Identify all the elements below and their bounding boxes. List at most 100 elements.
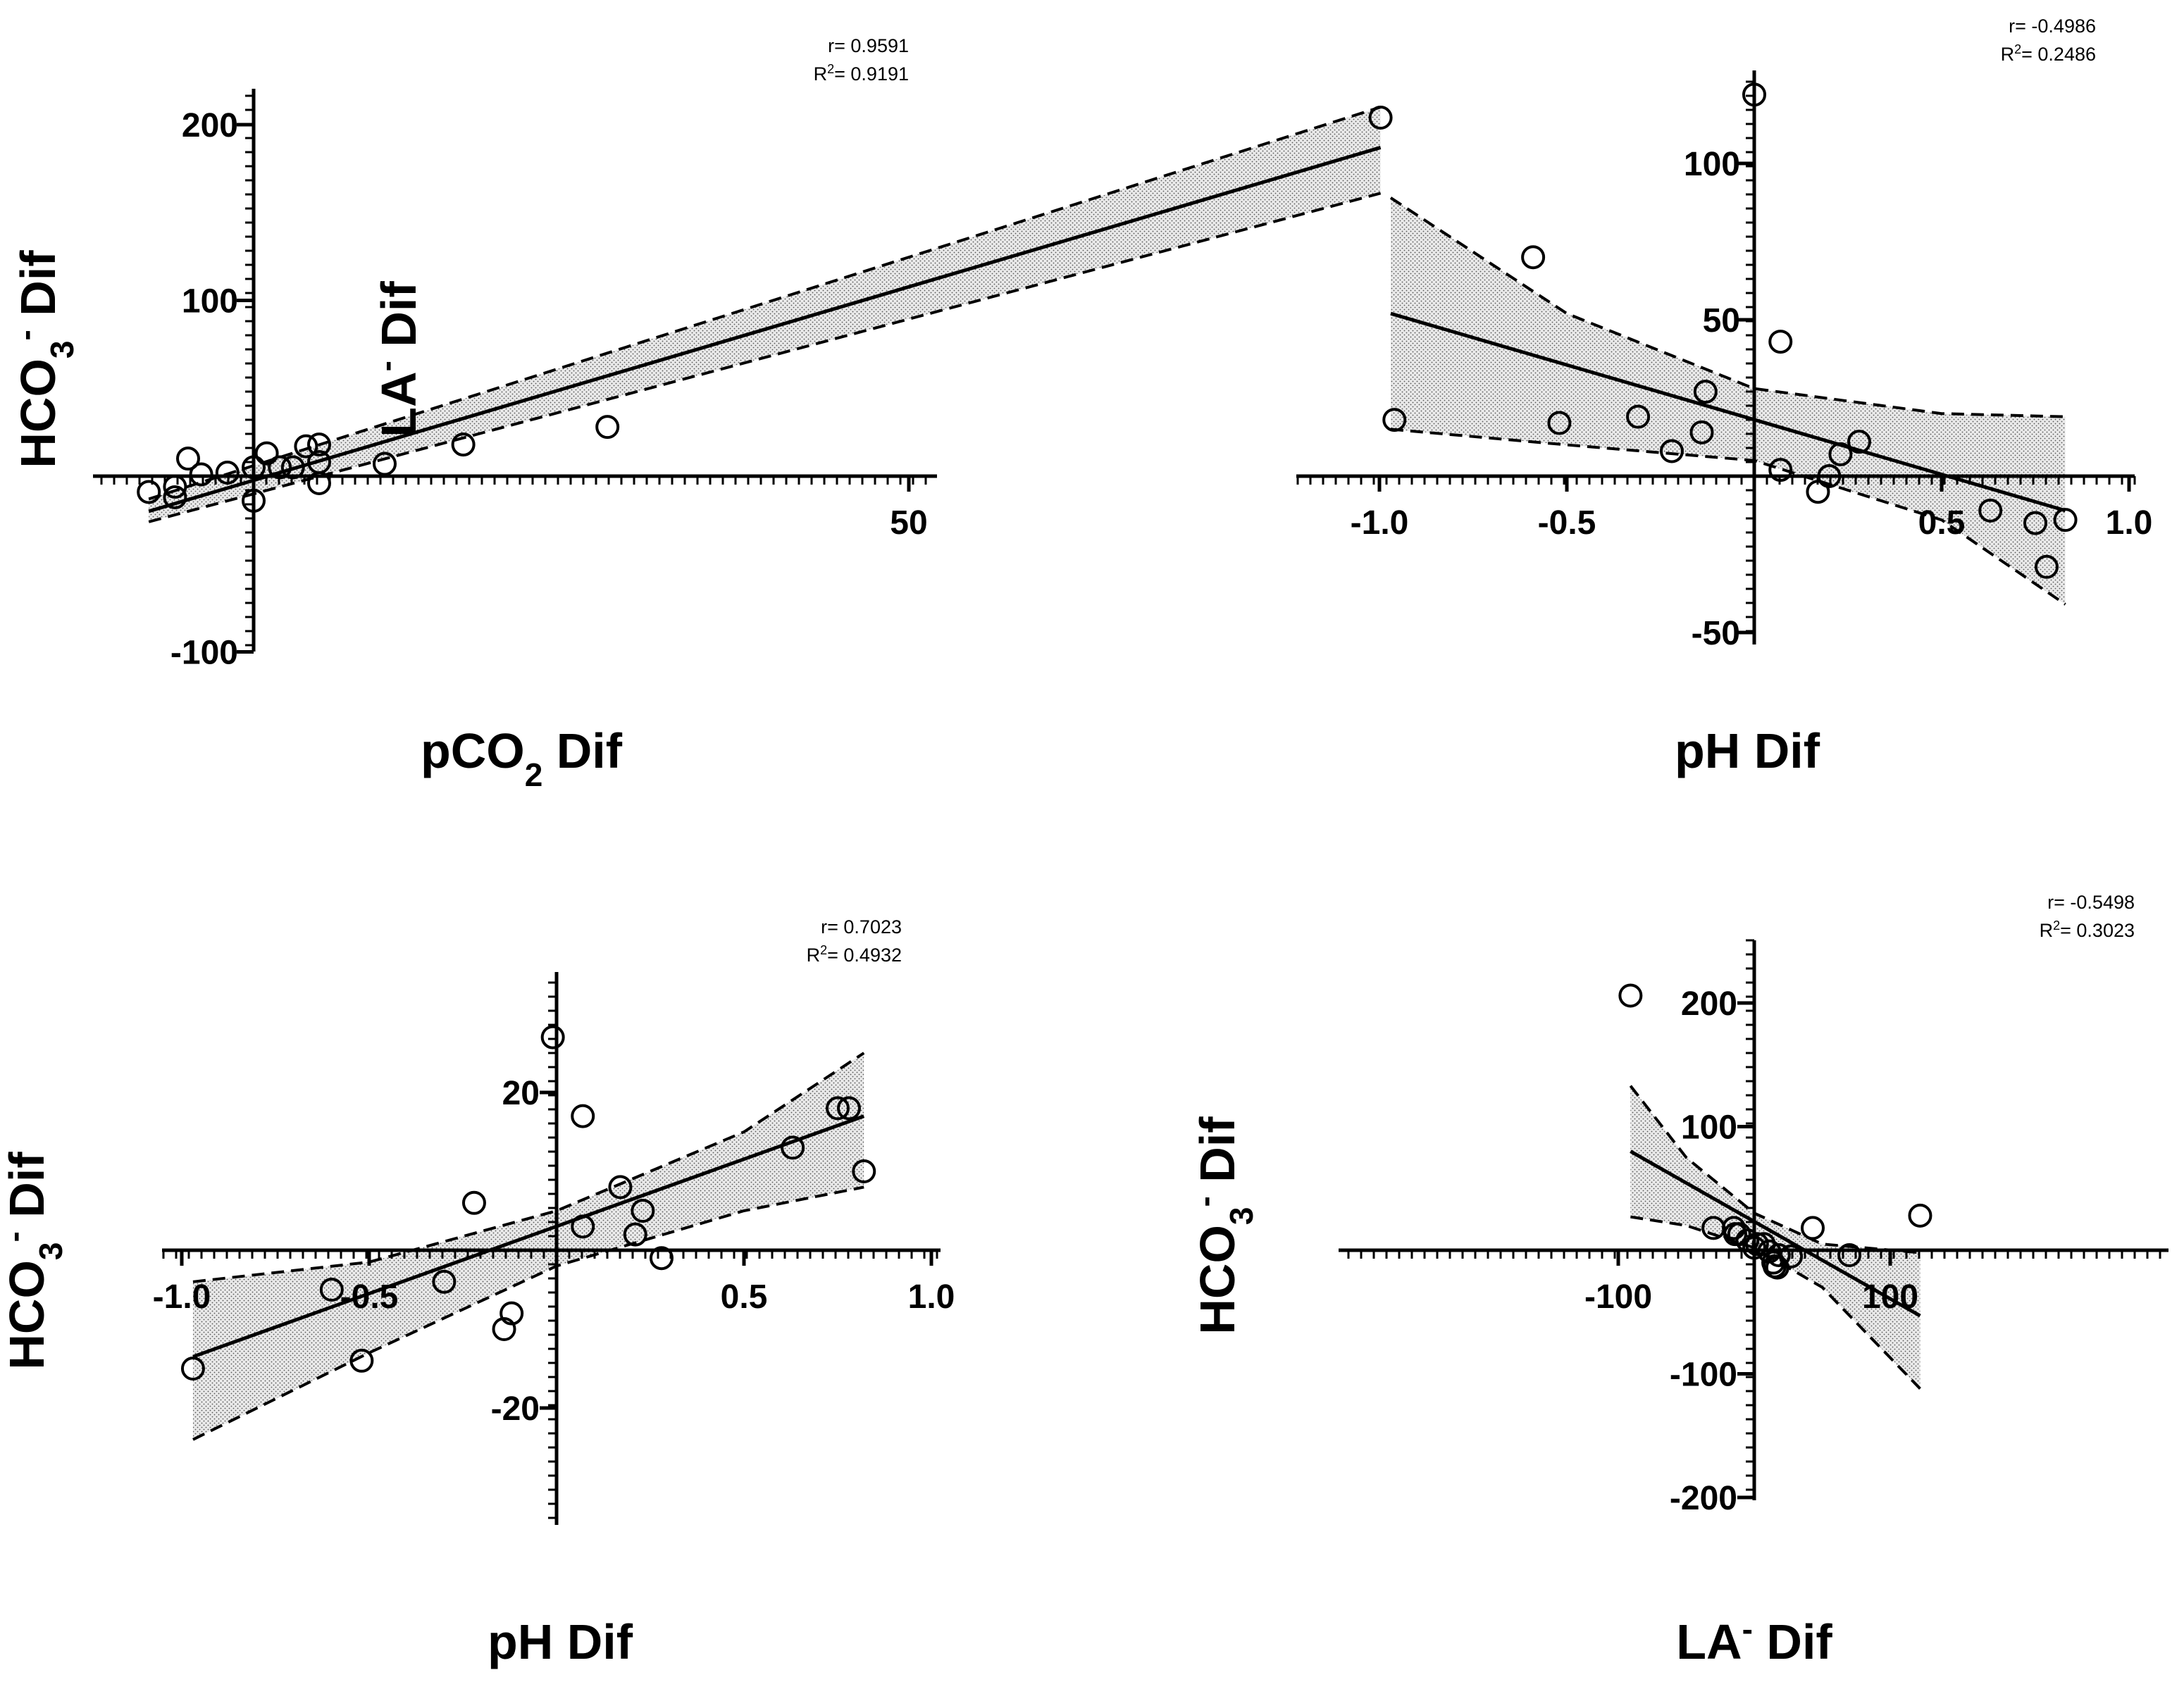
data-point xyxy=(2023,511,2047,535)
panel-ph-vs-hco3: -1.0 -0.5 0.5 1.0 20 -20 HCO3- Dif pH Dif r= 0.7… xyxy=(0,916,955,1669)
data-point xyxy=(294,434,318,459)
x-tick-label: 50 xyxy=(890,504,927,542)
x-tick-label: 0.5 xyxy=(721,1278,768,1316)
regression-line xyxy=(1390,311,2066,513)
y-axis-title: LA- Dif xyxy=(368,281,426,437)
data-point xyxy=(307,471,331,495)
data-point xyxy=(451,432,476,457)
y-tick-label: 20 xyxy=(502,1075,540,1112)
data-point xyxy=(242,488,266,513)
ci-upper-line xyxy=(148,106,1382,501)
panel-pco2-vs-hco3: 50 200 100 -100 HCO3- Dif pCO2 Dif r= 0.9591 R2… xyxy=(7,35,1393,793)
data-point xyxy=(1618,983,1643,1008)
y-tick-label: 100 xyxy=(1681,1109,1737,1147)
data-point xyxy=(268,455,292,480)
x-tick-label: -1.0 xyxy=(153,1278,211,1316)
confidence-band xyxy=(192,1053,864,1440)
data-point xyxy=(571,1104,595,1128)
y-tick-label: -200 xyxy=(1670,1480,1737,1517)
confidence-band xyxy=(1390,197,2066,605)
data-point xyxy=(781,1135,805,1160)
data-point xyxy=(1382,408,1407,432)
data-point xyxy=(826,1096,850,1121)
y-axis-title: HCO3- Dif xyxy=(1186,1116,1260,1335)
data-point xyxy=(2034,554,2059,579)
data-point xyxy=(1766,1243,1791,1268)
data-point xyxy=(1908,1203,1932,1228)
data-point xyxy=(1368,106,1393,130)
data-point xyxy=(1800,1216,1825,1240)
data-point xyxy=(1521,245,1546,270)
r-value: r= -0.5498 xyxy=(2047,892,2135,913)
x-tick-label: 1.0 xyxy=(2106,504,2153,542)
r-squared-value: R2= 0.4932 xyxy=(807,943,902,966)
data-point xyxy=(254,441,279,466)
x-tick-label: -100 xyxy=(1584,1278,1652,1316)
x-axis-title: pH Dif xyxy=(488,1614,633,1669)
data-point xyxy=(461,1190,486,1215)
data-point xyxy=(571,1214,595,1239)
data-point xyxy=(836,1096,861,1121)
regression-line xyxy=(148,146,1382,513)
data-point xyxy=(1779,1244,1804,1269)
x-axis-title: LA- Dif xyxy=(1676,1611,1832,1669)
ci-upper-line xyxy=(1389,197,2066,418)
data-point xyxy=(242,455,266,480)
data-point xyxy=(1742,82,1766,107)
ci-upper-line xyxy=(192,1052,865,1283)
x-tick-label: 1.0 xyxy=(908,1278,955,1316)
x-tick-label: -0.5 xyxy=(340,1278,399,1316)
data-point xyxy=(1693,380,1718,404)
data-point xyxy=(1689,420,1714,444)
data-point xyxy=(623,1222,647,1247)
y-axis-title: HCO3- Dif xyxy=(0,1152,69,1370)
y-tick-label: -50 xyxy=(1692,615,1740,652)
data-point xyxy=(189,462,213,487)
data-point xyxy=(1806,480,1830,504)
x-axis-title: pH Dif xyxy=(1675,723,1820,778)
data-point xyxy=(1828,442,1853,466)
data-point xyxy=(307,432,331,457)
data-point xyxy=(137,480,161,504)
y-tick-label: 200 xyxy=(1681,985,1737,1023)
r-squared-value: R2= 0.9191 xyxy=(814,62,909,85)
data-point xyxy=(163,485,187,509)
data-point xyxy=(500,1301,524,1326)
data-point xyxy=(608,1175,633,1200)
panel-ph-vs-la: -1.0 -0.5 0.5 1.0 100 50 -50 LA- Dif pH Dif r= -0… xyxy=(368,15,2152,778)
y-tick-label: 50 xyxy=(1703,302,1740,339)
confidence-band xyxy=(149,107,1381,522)
data-point xyxy=(176,447,200,471)
x-tick-label: -1.0 xyxy=(1351,504,1409,542)
data-point xyxy=(1744,1232,1769,1257)
data-point xyxy=(492,1317,516,1341)
r-value: r= 0.7023 xyxy=(821,916,902,937)
data-point xyxy=(1837,1243,1862,1268)
y-tick-label: 100 xyxy=(182,283,238,320)
data-point xyxy=(540,1025,565,1049)
data-point xyxy=(1978,498,2003,523)
data-point xyxy=(1659,439,1684,463)
y-axis-title: HCO3- Dif xyxy=(7,250,80,468)
data-point xyxy=(631,1199,655,1223)
y-tick-label: -20 xyxy=(491,1390,540,1428)
r-value: r= 0.9591 xyxy=(828,35,909,56)
regression-line xyxy=(192,1114,865,1359)
data-point xyxy=(1768,458,1793,482)
x-axis-title: pCO2 Dif xyxy=(421,723,623,793)
data-point xyxy=(180,1357,205,1381)
data-point xyxy=(1768,330,1793,354)
r-squared-value: R2= 0.2486 xyxy=(2001,42,2096,65)
data-point xyxy=(319,1278,344,1302)
y-tick-label: -100 xyxy=(170,635,238,672)
data-point xyxy=(215,461,240,485)
data-point xyxy=(595,415,620,440)
data-point xyxy=(280,455,305,480)
regression-line xyxy=(1630,1150,1921,1318)
y-tick-label: -100 xyxy=(1670,1357,1737,1394)
data-point xyxy=(432,1269,457,1294)
data-point xyxy=(1847,430,1871,454)
data-point xyxy=(1547,411,1572,435)
